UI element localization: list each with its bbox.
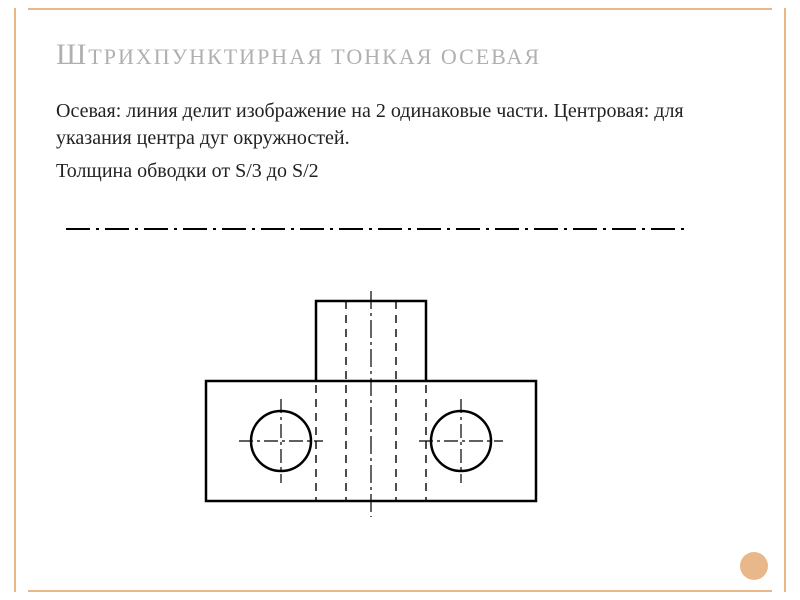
page-title: ШТРИХПУНКТИРНАЯ ТОНКАЯ ОСЕВАЯ [56, 38, 744, 72]
para2-text: Толщина обводки от S/3 до S/2 [56, 160, 319, 182]
decorative-dot [740, 552, 768, 580]
title-first-char: Ш [56, 38, 88, 71]
para1-text: Осевая: линия делит изображение на 2 оди… [56, 100, 684, 149]
technical-drawing [56, 201, 696, 521]
diagram-area [56, 201, 744, 526]
paragraph-1: Осевая: линия делит изображение на 2 оди… [56, 98, 744, 152]
title-rest: ТРИХПУНКТИРНАЯ ТОНКАЯ ОСЕВАЯ [88, 44, 541, 69]
paragraph-2: Толщина обводки от S/3 до S/2 [56, 158, 744, 185]
